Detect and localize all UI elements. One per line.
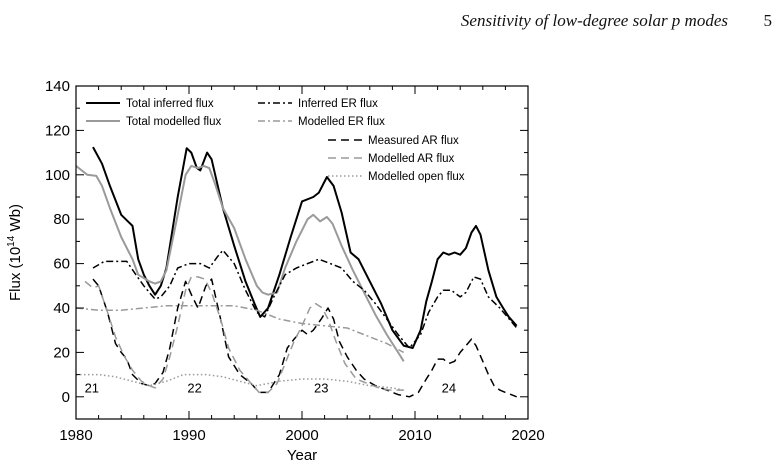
cycle-label-21: 21 [85,380,99,395]
y-axis-title-main: Flux (10 [7,247,24,301]
y-tick-label: 140 [45,78,70,95]
legend-label-total-modelled-flux: Total modelled flux [126,116,221,128]
x-tick-label: 2000 [285,427,318,444]
legend-label-inferred-er-flux: Inferred ER flux [298,98,378,110]
page-number: 5 [763,11,773,30]
page-header: Sensitivity of low-degree solar p modes … [0,0,784,40]
y-tick-label: 120 [45,122,70,139]
series-total-modelled-flux-line [75,164,405,362]
series-inferred-er-flux-line [92,249,518,349]
series-layer [75,146,518,398]
series-modelled-open-flux-line [76,373,404,391]
legend-label-modelled-open-flux: Modelled open flux [368,171,465,183]
series-total-inferred-flux-line [92,146,518,349]
x-tick-label: 1990 [172,427,205,444]
legend-label-measured-ar-flux: Measured AR flux [368,135,459,147]
x-tick-label: 2020 [511,427,544,444]
legend-label-total-inferred-flux: Total inferred flux [126,98,214,110]
y-axis-title-exponent: 14 [6,235,17,247]
y-axis-title: Flux (1014 Wb) [6,204,24,301]
y-axis-title-unit: Wb) [7,204,24,236]
plot-frame [75,85,529,420]
cycle-label-24: 24 [442,380,456,395]
cycle-labels: 21 22 23 24 [85,380,457,395]
cycle-label-23: 23 [314,380,328,395]
y-tick-label: 20 [53,344,70,361]
x-axis-title: Year [287,447,317,464]
y-tick-label: 80 [53,211,70,228]
y-tick-label: 0 [62,389,70,406]
legend-label-modelled-er-flux: Modelled ER flux [298,116,385,128]
series-measured-ar-flux-line [92,278,517,398]
running-title: Sensitivity of low-degree solar p modes [460,11,728,30]
legend-label-modelled-ar-flux: Modelled AR flux [368,153,455,165]
series-modelled-er-flux-line [75,305,405,354]
axes: 1980 1990 2000 2010 2020 0 20 40 60 80 100 120 140 [45,78,545,444]
y-tick-label: 100 [45,167,70,184]
series-modelled-ar-flux-line [84,276,404,394]
x-tick-label: 2010 [398,427,431,444]
legend: Total inferred flux Total modelled flux In… [86,98,465,183]
cycle-label-22: 22 [187,380,201,395]
y-tick-label: 60 [53,256,70,273]
x-tick-label: 1980 [59,427,92,444]
y-tick-label: 40 [53,300,70,317]
